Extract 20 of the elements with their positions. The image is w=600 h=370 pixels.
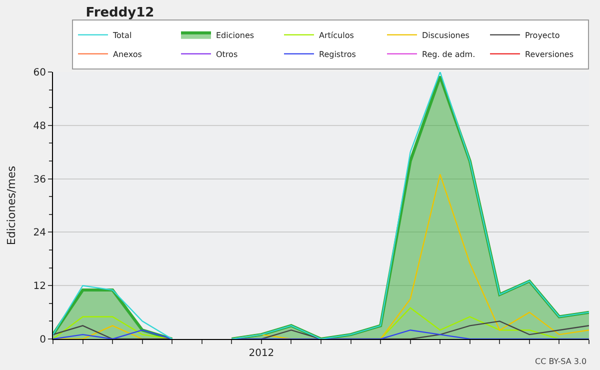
chart-title: Freddy12 [86,5,154,20]
x-tick-label: 2012 [248,348,274,359]
legend-label: Discusiones [422,30,470,40]
legend-label: Ediciones [216,30,254,40]
legend-label: Artículos [319,30,354,40]
y-axis-title: Ediciones/mes [4,166,18,246]
y-tick-label: 24 [33,228,46,239]
legend-label: Otros [216,50,238,59]
y-tick-label: 0 [40,334,46,346]
legend-label: Total [112,30,132,40]
legend-label: Reg. de adm. [422,50,476,59]
legend-label: Anexos [113,50,142,59]
y-tick-label: 48 [33,120,46,132]
y-tick-label: 36 [33,174,46,186]
legend-label: Proyecto [525,30,560,40]
legend-label: Reversiones [525,50,574,59]
y-tick-label: 60 [33,68,46,78]
text: CC BY-SA 3.0 [535,357,587,366]
legend-label: Registros [319,50,356,59]
y-tick-label: 12 [33,281,46,292]
